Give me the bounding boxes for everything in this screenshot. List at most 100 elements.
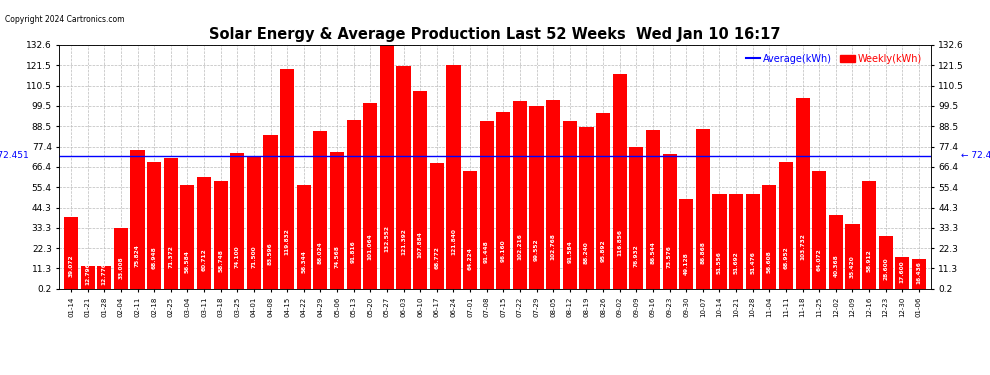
- Text: 17.600: 17.600: [900, 261, 905, 284]
- Bar: [496, 112, 511, 289]
- Bar: [845, 224, 859, 289]
- Text: 95.892: 95.892: [601, 239, 606, 262]
- Text: 16.436: 16.436: [917, 261, 922, 284]
- Bar: [562, 120, 577, 289]
- Text: 103.732: 103.732: [800, 232, 805, 260]
- Text: 75.824: 75.824: [135, 244, 140, 267]
- Text: 51.556: 51.556: [717, 251, 722, 274]
- Text: 51.692: 51.692: [734, 251, 739, 274]
- Text: 71.500: 71.500: [251, 246, 256, 268]
- Bar: [662, 154, 676, 289]
- Text: 49.128: 49.128: [684, 252, 689, 274]
- Text: 121.840: 121.840: [450, 228, 456, 255]
- Text: 56.608: 56.608: [767, 250, 772, 273]
- Text: 64.072: 64.072: [817, 248, 822, 270]
- Bar: [280, 69, 294, 289]
- Text: 132.552: 132.552: [384, 225, 389, 252]
- Text: 64.224: 64.224: [467, 248, 472, 270]
- Text: 40.368: 40.368: [834, 254, 839, 277]
- Text: 12.796: 12.796: [85, 262, 90, 285]
- Text: 33.008: 33.008: [119, 256, 124, 279]
- Text: 91.448: 91.448: [484, 240, 489, 263]
- Bar: [679, 199, 693, 289]
- Bar: [247, 158, 261, 289]
- Bar: [579, 127, 594, 289]
- Bar: [197, 177, 211, 289]
- Bar: [530, 106, 544, 289]
- Bar: [396, 66, 411, 289]
- Bar: [97, 266, 111, 289]
- Text: 58.748: 58.748: [218, 249, 223, 272]
- Text: 83.596: 83.596: [268, 242, 273, 265]
- Text: 12.776: 12.776: [102, 262, 107, 285]
- Text: 102.216: 102.216: [518, 233, 523, 260]
- Bar: [430, 162, 444, 289]
- Bar: [630, 147, 644, 289]
- Text: 68.772: 68.772: [435, 246, 440, 269]
- Text: Copyright 2024 Cartronics.com: Copyright 2024 Cartronics.com: [5, 15, 125, 24]
- Title: Solar Energy & Average Production Last 52 Weeks  Wed Jan 10 16:17: Solar Energy & Average Production Last 5…: [209, 27, 781, 42]
- Text: 74.100: 74.100: [235, 245, 240, 268]
- Bar: [479, 121, 494, 289]
- Bar: [912, 259, 926, 289]
- Bar: [596, 112, 610, 289]
- Bar: [463, 171, 477, 289]
- Text: 91.584: 91.584: [567, 240, 572, 263]
- Bar: [180, 185, 194, 289]
- Bar: [729, 194, 743, 289]
- Bar: [163, 158, 178, 289]
- Bar: [779, 162, 793, 289]
- Text: 68.948: 68.948: [151, 246, 156, 269]
- Bar: [363, 103, 377, 289]
- Bar: [148, 162, 161, 289]
- Text: 71.372: 71.372: [168, 246, 173, 268]
- Text: 56.584: 56.584: [185, 250, 190, 273]
- Text: 86.024: 86.024: [318, 242, 323, 264]
- Bar: [796, 98, 810, 289]
- Bar: [812, 171, 827, 289]
- Text: 101.064: 101.064: [368, 234, 373, 260]
- Text: 58.912: 58.912: [866, 249, 871, 272]
- Bar: [413, 90, 428, 289]
- Text: 73.576: 73.576: [667, 245, 672, 268]
- Text: → 72.451: → 72.451: [0, 151, 29, 160]
- Text: 102.768: 102.768: [550, 233, 555, 260]
- Bar: [131, 150, 145, 289]
- Bar: [879, 237, 893, 289]
- Text: 51.476: 51.476: [750, 251, 755, 274]
- Bar: [64, 217, 78, 289]
- Text: 68.952: 68.952: [783, 246, 788, 269]
- Bar: [546, 100, 560, 289]
- Text: 74.568: 74.568: [335, 245, 340, 268]
- Text: 60.712: 60.712: [202, 249, 207, 272]
- Text: 35.420: 35.420: [850, 256, 855, 278]
- Bar: [829, 215, 842, 289]
- Text: 116.856: 116.856: [617, 229, 622, 256]
- Text: 107.884: 107.884: [418, 231, 423, 258]
- Text: 99.552: 99.552: [534, 238, 540, 261]
- Bar: [297, 185, 311, 289]
- Bar: [862, 181, 876, 289]
- Text: 91.816: 91.816: [351, 240, 356, 263]
- Bar: [696, 129, 710, 289]
- Bar: [446, 65, 460, 289]
- Text: 86.868: 86.868: [700, 242, 705, 264]
- Bar: [745, 194, 759, 289]
- Text: 76.932: 76.932: [634, 244, 639, 267]
- Text: 96.160: 96.160: [501, 239, 506, 262]
- Bar: [346, 120, 360, 289]
- Text: 88.240: 88.240: [584, 241, 589, 264]
- Bar: [762, 185, 776, 289]
- Text: 28.600: 28.600: [883, 258, 888, 280]
- Bar: [214, 181, 228, 289]
- Text: 119.832: 119.832: [285, 228, 290, 255]
- Bar: [613, 74, 627, 289]
- Bar: [330, 152, 345, 289]
- Text: 86.544: 86.544: [650, 242, 655, 264]
- Bar: [513, 101, 527, 289]
- Bar: [713, 194, 727, 289]
- Bar: [895, 257, 910, 289]
- Bar: [314, 131, 328, 289]
- Text: 121.392: 121.392: [401, 228, 406, 255]
- Text: ← 72.451: ← 72.451: [961, 151, 990, 160]
